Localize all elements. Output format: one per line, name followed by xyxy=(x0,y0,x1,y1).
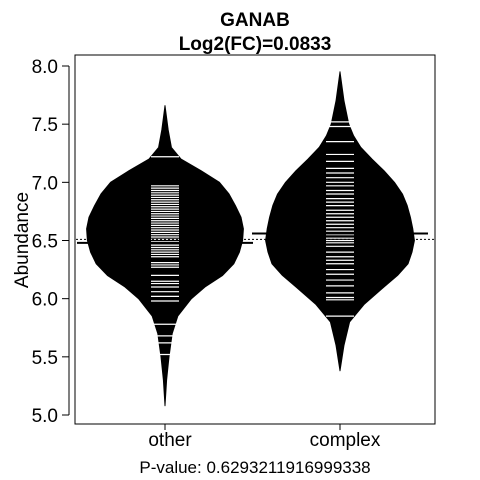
x-tick-label: other xyxy=(148,430,192,451)
chart-title: GANAB xyxy=(220,10,290,31)
y-axis-label: Abundance xyxy=(12,192,33,288)
y-tick-label: 7.5 xyxy=(32,115,58,136)
bean-other xyxy=(77,105,253,407)
beans-layer xyxy=(76,71,434,407)
y-tick-label: 8.0 xyxy=(32,57,58,78)
x-axis: other complex xyxy=(148,424,381,451)
x-tick-label: complex xyxy=(310,430,381,451)
bean-complex xyxy=(252,71,428,372)
y-axis: 5.0 5.5 6.0 6.5 7.0 7.5 8.0 xyxy=(32,57,70,427)
y-tick-label: 5.0 xyxy=(32,406,58,427)
y-tick-label: 6.5 xyxy=(32,232,58,253)
y-tick-label: 7.0 xyxy=(32,173,58,194)
bean-density-other xyxy=(86,105,244,407)
plot-frame xyxy=(74,54,436,425)
p-value-label: P-value: 0.6293211916999338 xyxy=(139,458,370,477)
y-tick-label: 5.5 xyxy=(32,348,58,369)
y-tick-label: 6.0 xyxy=(32,290,58,311)
chart-subtitle: Log2(FC)=0.0833 xyxy=(179,34,332,55)
